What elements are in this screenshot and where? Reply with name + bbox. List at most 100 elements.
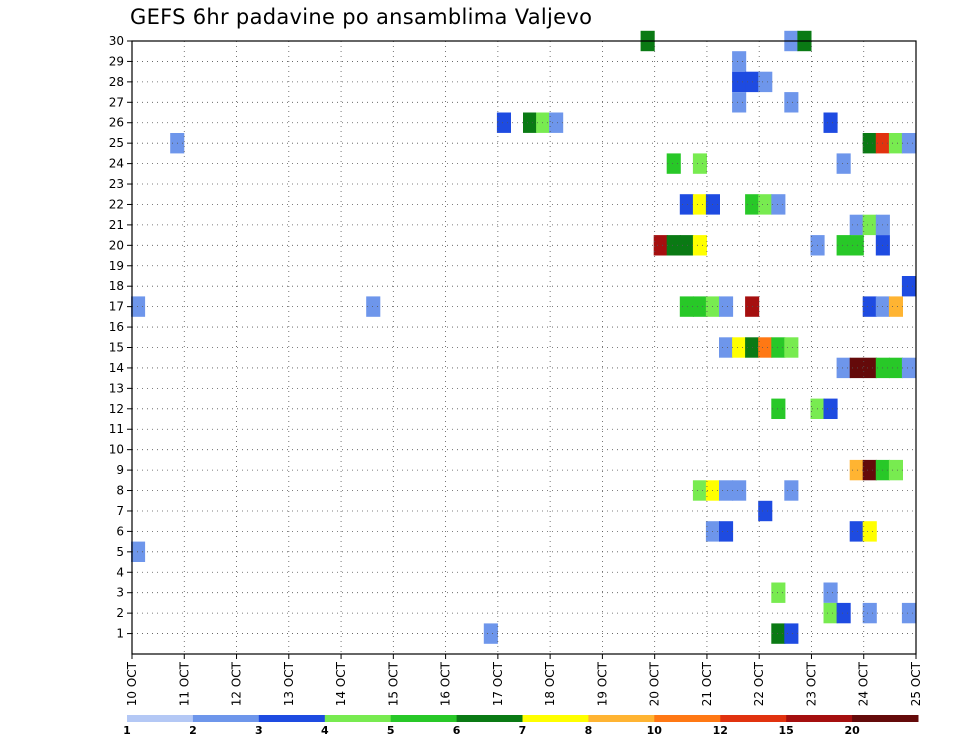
legend-label: 5 [387, 724, 395, 737]
y-tick-label: 29 [109, 54, 124, 68]
legend-label: 6 [453, 724, 461, 737]
cell-member-17 [862, 296, 877, 317]
cell-member-1 [483, 623, 498, 644]
cell-member-22 [692, 194, 707, 215]
y-tick-label: 15 [109, 341, 124, 355]
cell-member-28 [732, 71, 747, 93]
x-tick-label: 21 OCT [700, 661, 714, 706]
cell-member-17 [692, 296, 707, 317]
legend-label: 4 [321, 724, 329, 737]
cell-member-9 [862, 459, 877, 481]
cell-member-9 [849, 459, 864, 481]
axes: 1234567891011121314151617181920212223242… [109, 34, 923, 706]
cell-member-21 [862, 214, 877, 236]
cell-member-2 [836, 602, 851, 624]
x-tick-label: 24 OCT [857, 661, 871, 706]
cell-member-22 [679, 194, 694, 215]
cell-member-7 [758, 500, 773, 522]
y-tick-label: 1 [116, 627, 124, 641]
legend-swatch [852, 715, 919, 722]
cell-member-12 [771, 398, 786, 419]
cell-member-17 [131, 296, 146, 317]
y-tick-label: 4 [116, 565, 124, 579]
plot-frame [131, 40, 917, 655]
y-tick-label: 16 [109, 320, 124, 334]
cell-member-20 [679, 235, 694, 256]
y-tick-label: 18 [109, 279, 124, 293]
cell-member-14 [901, 357, 916, 379]
y-tick-label: 25 [109, 136, 124, 150]
y-tick-label: 8 [116, 484, 124, 498]
cell-member-14 [836, 357, 851, 379]
y-tick-label: 2 [116, 606, 124, 620]
x-tick-label: 23 OCT [804, 661, 818, 706]
y-tick-label: 6 [116, 524, 124, 538]
cell-member-21 [849, 214, 864, 236]
cell-member-2 [901, 602, 916, 624]
x-tick-label: 15 OCT [386, 661, 400, 706]
cell-member-24 [692, 153, 707, 174]
y-tick-label: 28 [109, 75, 124, 89]
x-tick-label: 17 OCT [491, 661, 505, 706]
legend-swatch [324, 715, 392, 722]
cell-member-26 [536, 112, 551, 133]
cell-member-2 [862, 602, 877, 624]
x-tick-label: 19 OCT [595, 661, 609, 706]
cell-member-15 [784, 337, 799, 358]
y-tick-label: 24 [109, 157, 124, 171]
heatmap-cells [131, 30, 916, 644]
x-tick-label: 12 OCT [230, 661, 244, 706]
color-legend: 1 2 3 4 5 6 7 8 10 12 15 20 [123, 715, 919, 737]
chart-title: GEFS 6hr padavine po ansamblima Valjevo [130, 5, 593, 29]
cell-member-15 [732, 337, 747, 358]
cell-member-9 [888, 459, 903, 481]
cell-member-22 [758, 194, 773, 215]
y-tick-label: 12 [109, 402, 124, 416]
cell-member-5 [131, 541, 146, 562]
y-tick-label: 10 [109, 443, 124, 457]
legend-swatch [456, 715, 523, 722]
legend-label: 7 [519, 724, 527, 737]
y-tick-label: 22 [109, 197, 124, 211]
cell-member-14 [888, 357, 903, 379]
cell-member-25 [901, 133, 916, 154]
legend-swatch [192, 715, 260, 722]
y-tick-label: 27 [109, 95, 124, 109]
x-tick-label: 10 OCT [125, 661, 139, 706]
cell-member-8 [784, 480, 799, 501]
cell-member-1 [771, 623, 786, 644]
cell-member-26 [496, 112, 511, 133]
cell-member-20 [836, 235, 851, 256]
cell-member-6 [849, 521, 864, 542]
y-tick-label: 14 [109, 361, 124, 375]
cell-member-15 [719, 337, 734, 358]
cell-member-3 [771, 582, 786, 603]
legend-swatch [588, 715, 655, 722]
cell-member-6 [719, 521, 734, 542]
cell-member-25 [862, 133, 877, 154]
cell-member-26 [823, 112, 838, 133]
y-tick-label: 17 [109, 300, 124, 314]
cell-member-8 [692, 480, 707, 501]
cell-member-17 [679, 296, 694, 317]
cell-member-24 [666, 153, 681, 174]
cell-member-2 [823, 602, 838, 624]
cell-member-20 [653, 235, 668, 256]
cell-member-20 [666, 235, 681, 256]
cell-member-17 [366, 296, 381, 317]
y-tick-label: 7 [116, 504, 124, 518]
legend-label: 12 [713, 724, 728, 737]
cell-member-25 [888, 133, 903, 154]
cell-member-26 [549, 112, 564, 133]
legend-label: 20 [844, 724, 860, 737]
cell-member-3 [823, 582, 838, 603]
y-tick-label: 3 [116, 586, 124, 600]
legend-swatch [127, 715, 194, 722]
cell-member-17 [719, 296, 734, 317]
legend-swatch [522, 715, 589, 722]
legend-label: 15 [779, 724, 794, 737]
cell-member-18 [901, 276, 916, 297]
legend-label: 2 [189, 724, 197, 737]
x-tick-label: 11 OCT [177, 661, 191, 706]
legend-swatch [654, 715, 721, 722]
